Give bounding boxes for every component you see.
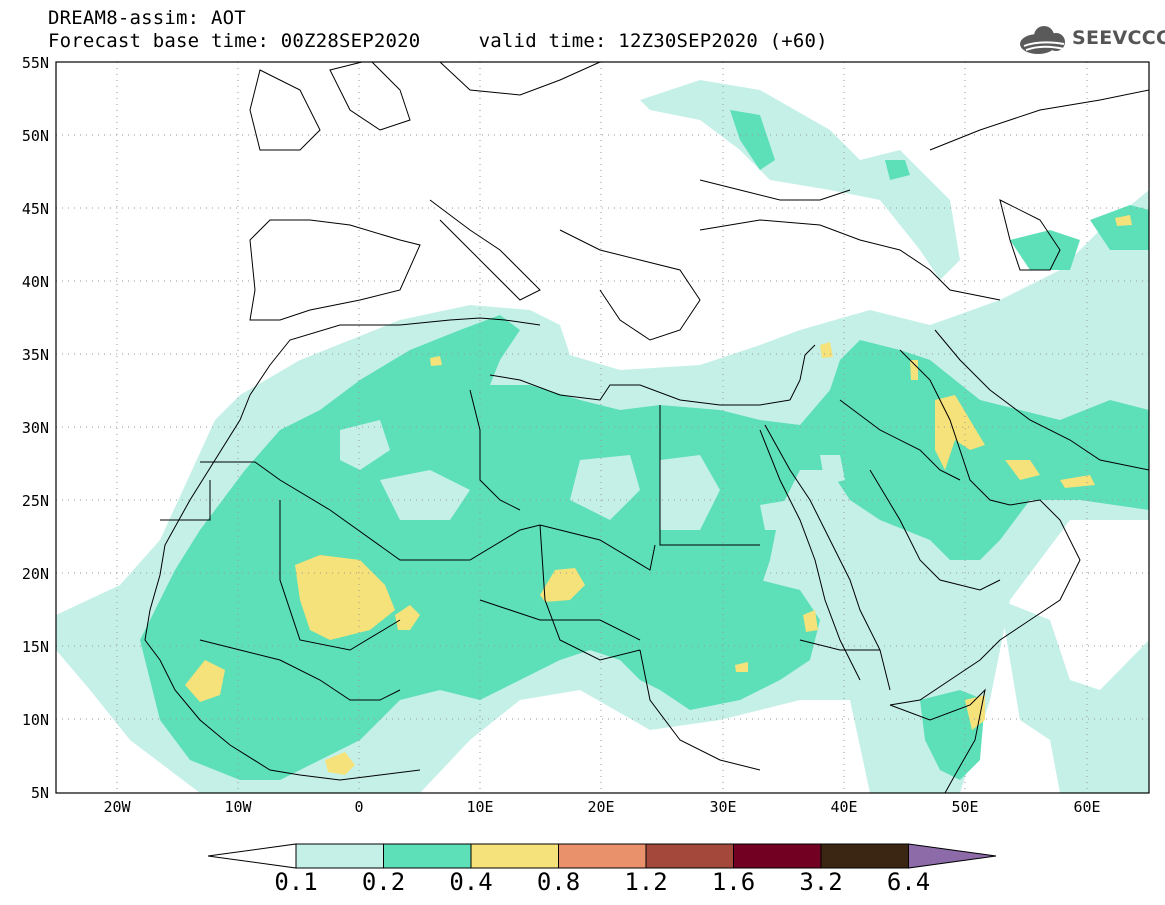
colorbar-box-0.4 [470,843,559,869]
colorbar-box-0.2 [383,843,472,869]
lat-label-20N: 20N [22,565,49,583]
lon-label-0: 0 [354,798,363,816]
lon-label-50E: 50E [951,798,978,816]
colorbar-label-0.1: 0.1 [274,868,318,896]
colorbar-label-1.6: 1.6 [711,868,756,896]
lat-label-5N: 5N [31,784,49,802]
aot-shading [56,80,1149,793]
lat-label-45N: 45N [22,200,49,218]
lon-label-20W: 20W [103,798,131,816]
lon-label-30E: 30E [709,798,736,816]
aot-level-0.1-inner [340,420,845,530]
aot-level-0.4 [185,215,1132,775]
colorbar-below-triangle [207,843,297,869]
colorbar-above-triangle [908,843,997,869]
colorbar [207,843,997,869]
lon-label-60E: 60E [1073,798,1100,816]
logo-text: SEEVCCC [1072,27,1165,49]
colorbar-box-1.2 [645,843,734,869]
lon-label-20E: 20E [587,798,614,816]
aot-level-0.2 [140,110,1149,780]
colorbar-box-0.1 [295,843,384,869]
map-title: DREAM8-assim: AOT [48,7,246,29]
grid-lines [56,62,1149,793]
colorbar-label-1.2: 1.2 [624,868,668,896]
colorbar-label-6.4: 6.4 [886,868,931,896]
lon-label-40E: 40E [830,798,857,816]
lon-tick-labels: 20W 10W 0 10E 20E 30E 40E 50E 60E [103,798,1100,816]
colorbar-label-3.2: 3.2 [799,868,843,896]
lon-label-10E: 10E [466,798,493,816]
lat-label-50N: 50N [22,127,49,145]
colorbar-label-0.8: 0.8 [536,868,581,896]
cloud-icon [1020,26,1065,54]
seevccc-logo [1020,26,1065,54]
colorbar-box-0.8 [558,843,647,869]
lat-tick-labels: 5N 10N 15N 20N 25N 30N 35N 40N 45N 50N 5… [22,54,49,802]
lat-label-15N: 15N [22,638,49,656]
lat-label-55N: 55N [22,54,49,72]
colorbar-label-0.2: 0.2 [361,868,406,896]
colorbar-box-1.6 [733,843,822,869]
lat-label-35N: 35N [22,346,49,364]
lon-label-10W: 10W [224,798,252,816]
colorbar-box-3.2 [820,843,909,869]
lat-label-30N: 30N [22,419,49,437]
map-frame [55,61,1150,794]
map-subtitle-times: Forecast base time: 00Z28SEP2020 valid t… [48,30,828,52]
coastlines-borders [144,62,1149,793]
colorbar-label-0.4: 0.4 [449,868,493,896]
lat-label-40N: 40N [22,273,49,291]
lat-label-10N: 10N [22,711,49,729]
lat-label-25N: 25N [22,492,49,510]
